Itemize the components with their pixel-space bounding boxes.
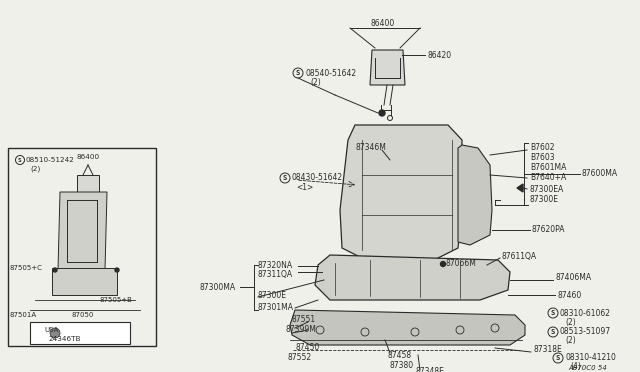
Text: B7603: B7603 — [530, 154, 555, 163]
Polygon shape — [340, 125, 462, 262]
Text: 87505+C: 87505+C — [9, 265, 42, 271]
Text: 08310-61062: 08310-61062 — [560, 308, 611, 317]
Polygon shape — [458, 145, 492, 245]
Text: 86400: 86400 — [371, 19, 395, 29]
Text: B7602: B7602 — [530, 144, 554, 153]
Text: 87600MA: 87600MA — [582, 170, 618, 179]
Text: 87399M: 87399M — [285, 326, 316, 334]
Text: (2): (2) — [565, 337, 576, 346]
Text: 87450: 87450 — [295, 343, 319, 353]
Polygon shape — [517, 184, 523, 192]
Circle shape — [50, 328, 60, 338]
Polygon shape — [52, 268, 117, 295]
Text: (4): (4) — [570, 362, 581, 372]
Text: (2): (2) — [310, 77, 321, 87]
Text: 87505+B: 87505+B — [100, 297, 133, 303]
Text: (2): (2) — [30, 166, 40, 172]
Text: 87552: 87552 — [288, 353, 312, 362]
Text: 87346M: 87346M — [355, 144, 386, 153]
Text: 87348E: 87348E — [415, 368, 444, 372]
Circle shape — [440, 262, 445, 266]
Text: A870C0 54: A870C0 54 — [568, 365, 607, 371]
Text: 87050: 87050 — [72, 312, 94, 318]
Text: 87501A: 87501A — [9, 312, 36, 318]
Text: S: S — [283, 175, 287, 181]
Circle shape — [53, 268, 57, 272]
Text: 87066M: 87066M — [445, 260, 476, 269]
Text: 08430-51642: 08430-51642 — [292, 173, 343, 183]
Text: 08510-51242: 08510-51242 — [26, 157, 75, 163]
Text: USA: USA — [44, 327, 58, 333]
Text: 87300EA: 87300EA — [530, 185, 564, 193]
Text: 87320NA: 87320NA — [258, 260, 293, 269]
Text: <1>: <1> — [296, 183, 313, 192]
Text: B7601MA: B7601MA — [530, 164, 566, 173]
Polygon shape — [77, 175, 99, 192]
Text: S: S — [18, 157, 22, 163]
Text: 86400: 86400 — [76, 154, 100, 160]
Text: 87551: 87551 — [292, 315, 316, 324]
Bar — [30, 322, 130, 344]
Circle shape — [379, 110, 385, 116]
Text: 87301MA: 87301MA — [258, 302, 294, 311]
Circle shape — [115, 268, 119, 272]
Polygon shape — [315, 255, 510, 300]
Polygon shape — [290, 310, 525, 345]
Polygon shape — [370, 50, 405, 85]
Text: S: S — [296, 70, 300, 76]
Text: 87406MA: 87406MA — [555, 273, 591, 282]
Text: 86420: 86420 — [427, 51, 451, 60]
Text: 24346TB: 24346TB — [49, 336, 81, 342]
Text: 08513-51097: 08513-51097 — [560, 327, 611, 337]
Text: 87611QA: 87611QA — [502, 251, 537, 260]
Polygon shape — [58, 192, 107, 270]
Text: S: S — [551, 310, 555, 316]
Text: 87300E: 87300E — [258, 291, 287, 299]
Text: 87458: 87458 — [388, 350, 412, 359]
Text: 87380: 87380 — [390, 360, 414, 369]
Bar — [8, 148, 156, 346]
Text: 08310-41210: 08310-41210 — [565, 353, 616, 362]
Text: 87318E: 87318E — [533, 346, 562, 355]
Text: 87311QA: 87311QA — [258, 270, 293, 279]
Text: S: S — [551, 329, 555, 335]
Text: 87460: 87460 — [557, 291, 581, 299]
Text: 87300E: 87300E — [530, 195, 559, 203]
Text: 87620PA: 87620PA — [532, 225, 566, 234]
Text: S: S — [556, 355, 560, 361]
Text: 87300MA: 87300MA — [200, 282, 236, 292]
Text: (2): (2) — [565, 317, 576, 327]
Text: B7640+A: B7640+A — [530, 173, 566, 183]
Text: 08540-51642: 08540-51642 — [305, 68, 356, 77]
